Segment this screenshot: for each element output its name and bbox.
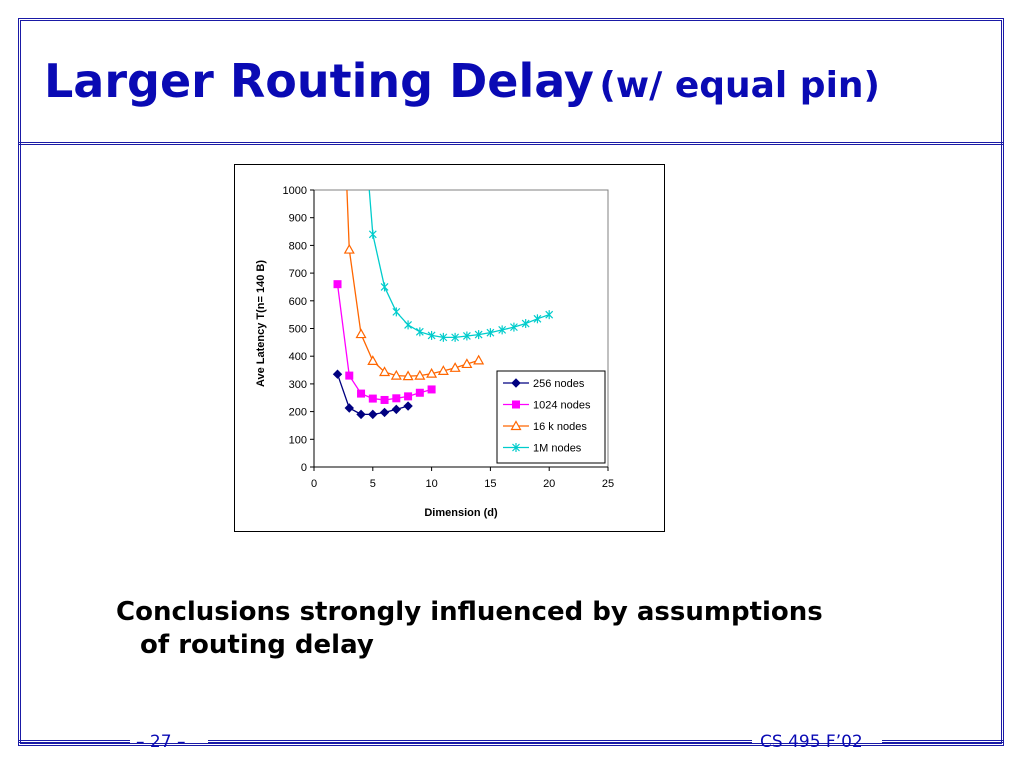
conclusion-line-2: of routing delay — [140, 630, 374, 660]
data-point-1m-nodes — [380, 282, 389, 292]
data-point-16-k-nodes — [402, 370, 414, 381]
data-point-256-nodes — [356, 409, 366, 420]
data-point-256-nodes — [368, 409, 378, 420]
data-point-1m-nodes — [498, 325, 507, 335]
y-axis-label: Ave Latency T(n= 140 B) — [255, 260, 267, 387]
latency-chart: 0 100 200 300 400 500 600 700 800 900 1000 0 5 10 15 20… — [234, 164, 665, 532]
latency-chart-svg: 0 100 200 300 400 500 600 700 800 900 1000 0 5 10 15 20… — [255, 185, 614, 519]
data-point-256-nodes — [391, 404, 402, 415]
data-point-1024-nodes — [415, 388, 424, 397]
x-axis-label: Dimension (d) — [424, 507, 498, 519]
data-point-1024-nodes — [357, 389, 366, 398]
data-point-16-k-nodes — [414, 369, 426, 380]
data-point-256-nodes — [379, 407, 390, 418]
y-tick-label: 500 — [289, 324, 307, 336]
slide-title-sub: (w/ equal pin) — [599, 65, 880, 106]
x-tick-label: 0 — [311, 478, 317, 490]
slide-title-main: Larger Routing Delay — [44, 54, 594, 108]
data-point-1m-nodes — [533, 314, 542, 324]
data-point-256-nodes — [344, 403, 354, 413]
slide-frame — [18, 18, 1004, 746]
x-tick-label: 5 — [370, 478, 376, 490]
legend-label-1024-nodes: 1024 nodes — [533, 400, 591, 412]
data-point-256-nodes — [332, 369, 343, 379]
legend-label-1m-nodes: 1M nodes — [533, 443, 582, 455]
data-point-1m-nodes — [368, 229, 377, 239]
y-tick-label: 900 — [289, 213, 307, 225]
y-tick-label: 300 — [289, 379, 307, 391]
data-point-1m-nodes — [474, 330, 483, 340]
footer-rule-right — [882, 740, 1004, 743]
legend-label-16-k-nodes: 16 k nodes — [533, 421, 587, 433]
course-label: CS 495 F’02 — [760, 732, 863, 752]
data-point-1m-nodes — [392, 307, 401, 317]
legend-marker-256-nodes — [511, 378, 521, 388]
data-point-16-k-nodes — [473, 354, 485, 365]
x-tick-label: 10 — [425, 478, 437, 490]
x-tick-label: 15 — [484, 478, 496, 490]
data-point-1m-nodes — [509, 322, 518, 332]
data-point-1024-nodes — [380, 395, 389, 404]
legend-label-256-nodes: 256 nodes — [533, 378, 585, 390]
series-line-1024-nodes — [336, 284, 432, 401]
y-tick-label: 400 — [289, 351, 307, 363]
data-point-1m-nodes — [521, 319, 530, 329]
data-point-1m-nodes — [427, 330, 436, 340]
data-point-256-nodes — [403, 401, 413, 411]
legend-marker-1m-nodes — [512, 443, 520, 452]
data-point-16-k-nodes — [461, 358, 473, 369]
data-point-1m-nodes — [439, 332, 448, 342]
page-number: – 27 – — [136, 732, 186, 752]
y-tick-label: 700 — [289, 268, 307, 280]
data-point-16-k-nodes — [355, 328, 367, 339]
data-point-1024-nodes — [404, 392, 413, 401]
data-point-1m-nodes — [545, 310, 554, 320]
y-tick-label: 800 — [289, 240, 307, 252]
data-point-1m-nodes — [462, 331, 471, 341]
data-point-16-k-nodes — [449, 362, 461, 372]
y-tick-label: 1000 — [283, 185, 307, 197]
x-tick-label: 20 — [543, 478, 555, 490]
footer-rule-left — [18, 740, 130, 743]
title-divider — [18, 142, 1004, 145]
y-tick-label: 600 — [289, 296, 307, 308]
data-point-1024-nodes — [333, 280, 342, 289]
data-point-1m-nodes — [486, 328, 495, 338]
data-point-1024-nodes — [345, 371, 354, 380]
data-point-1m-nodes — [415, 327, 424, 337]
y-tick-label: 200 — [289, 407, 307, 419]
series-line-16-k-nodes — [346, 190, 479, 377]
data-point-1024-nodes — [368, 394, 377, 403]
data-point-16-k-nodes — [390, 369, 402, 380]
data-point-16-k-nodes — [426, 367, 438, 378]
legend-marker-16-k-nodes — [510, 420, 522, 431]
data-point-1024-nodes — [392, 394, 401, 403]
data-point-1024-nodes — [427, 385, 436, 394]
data-point-1m-nodes — [404, 320, 413, 330]
data-point-16-k-nodes — [379, 366, 391, 377]
data-point-16-k-nodes — [367, 355, 379, 366]
legend-marker-1024-nodes — [512, 400, 520, 409]
footer-rule-middle — [208, 740, 752, 743]
y-tick-label: 0 — [301, 462, 307, 474]
slide-title: Larger Routing Delay (w/ equal pin) — [44, 58, 1004, 104]
data-point-1m-nodes — [451, 332, 460, 342]
data-point-16-k-nodes — [343, 243, 355, 254]
conclusion-line-1: Conclusions strongly influenced by assum… — [116, 597, 823, 627]
data-point-16-k-nodes — [437, 365, 449, 375]
x-tick-label: 25 — [602, 478, 614, 490]
conclusion-text: Conclusions strongly influenced by assum… — [116, 596, 916, 662]
y-tick-label: 100 — [289, 434, 307, 446]
